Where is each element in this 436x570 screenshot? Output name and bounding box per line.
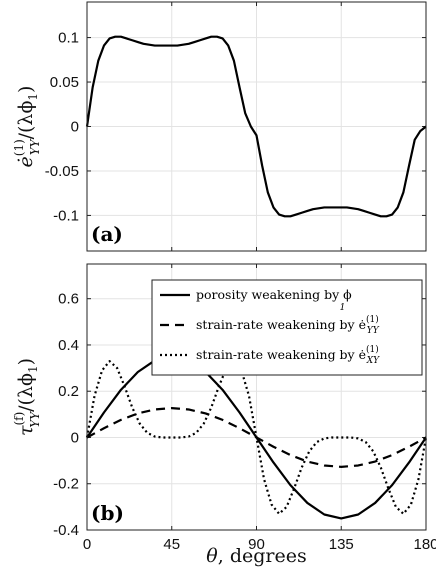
- legend-entry: strain-rate weakening by ė(1) XY: [196, 344, 380, 366]
- series-line-dotted: [85, 360, 428, 515]
- legend-text: strain-rate weakening by ė: [196, 317, 366, 332]
- x-tick-label: 180: [413, 536, 436, 553]
- y-label-tail-subscript: 1: [26, 93, 40, 101]
- x-tick-label: 90: [248, 536, 265, 553]
- series-line-solid: [85, 35, 427, 218]
- y-label-subscript: YY: [28, 138, 42, 155]
- y-label-tail-subscript: 1: [26, 365, 40, 373]
- panel-label: (a): [91, 222, 123, 246]
- y-tick-label: 0.1: [58, 30, 79, 47]
- x-tick-label: 0: [83, 536, 91, 553]
- y-tick-label: -0.1: [53, 207, 79, 224]
- x-tick-label: 135: [329, 536, 354, 553]
- y-label-superscript: (1): [12, 139, 26, 156]
- panel-a: -0.1 -0.05 0 0.05 0.1 (a) ė(1) YY/(λϕ1): [12, 1, 427, 252]
- legend-superscript: (1): [366, 344, 379, 355]
- panel-label: (b): [91, 501, 124, 525]
- y-label-close: ): [15, 358, 37, 365]
- y-tick-label: 0: [71, 429, 79, 446]
- y-tick-label: -0.4: [53, 522, 79, 539]
- legend-subscript: YY: [367, 326, 380, 336]
- legend-entry: strain-rate weakening by ė(1) YY: [196, 314, 380, 336]
- y-label-tail: /(λϕ: [15, 101, 37, 140]
- y-label-close: ): [15, 86, 37, 93]
- panel-b: -0.4 -0.2 0 0.2 0.4 0.6 0 45 90 135 180 θ, degrees (…: [12, 263, 436, 567]
- legend-subscript: 1: [340, 303, 346, 313]
- legend-box: [151, 279, 423, 376]
- x-axis-label: θ, degrees: [206, 545, 306, 567]
- y-tick-label: 0.05: [50, 74, 79, 91]
- y-tick-label: 0.6: [58, 291, 79, 308]
- legend-text: porosity weakening by ϕ: [196, 287, 352, 302]
- plot-frame: [86, 263, 427, 531]
- x-axis-text: , degrees: [218, 545, 307, 567]
- legend-text: strain-rate weakening by ė: [196, 347, 366, 362]
- y-tick-label: 0.2: [58, 383, 79, 400]
- legend-subscript: XY: [366, 356, 380, 366]
- x-tick-label: 45: [163, 536, 180, 553]
- y-tick-label: -0.05: [45, 163, 79, 180]
- plot-frame: [86, 1, 427, 252]
- y-tick-label: -0.2: [53, 476, 79, 493]
- y-label-superscript: (f): [12, 412, 26, 426]
- legend-superscript: (1): [366, 314, 379, 325]
- y-label-subscript: YY: [28, 411, 42, 428]
- y-tick-label: 0: [71, 119, 79, 136]
- y-label-symbol: ė: [15, 156, 37, 167]
- y-axis-label: τ(f) YY/(λϕ1): [12, 358, 42, 436]
- y-label-tail: /(λϕ: [15, 373, 37, 412]
- y-label-symbol: τ: [15, 425, 37, 436]
- y-tick-label: 0.4: [58, 337, 79, 354]
- y-axis-label: ė(1) YY/(λϕ1): [12, 86, 42, 168]
- x-axis-symbol: θ: [206, 545, 218, 567]
